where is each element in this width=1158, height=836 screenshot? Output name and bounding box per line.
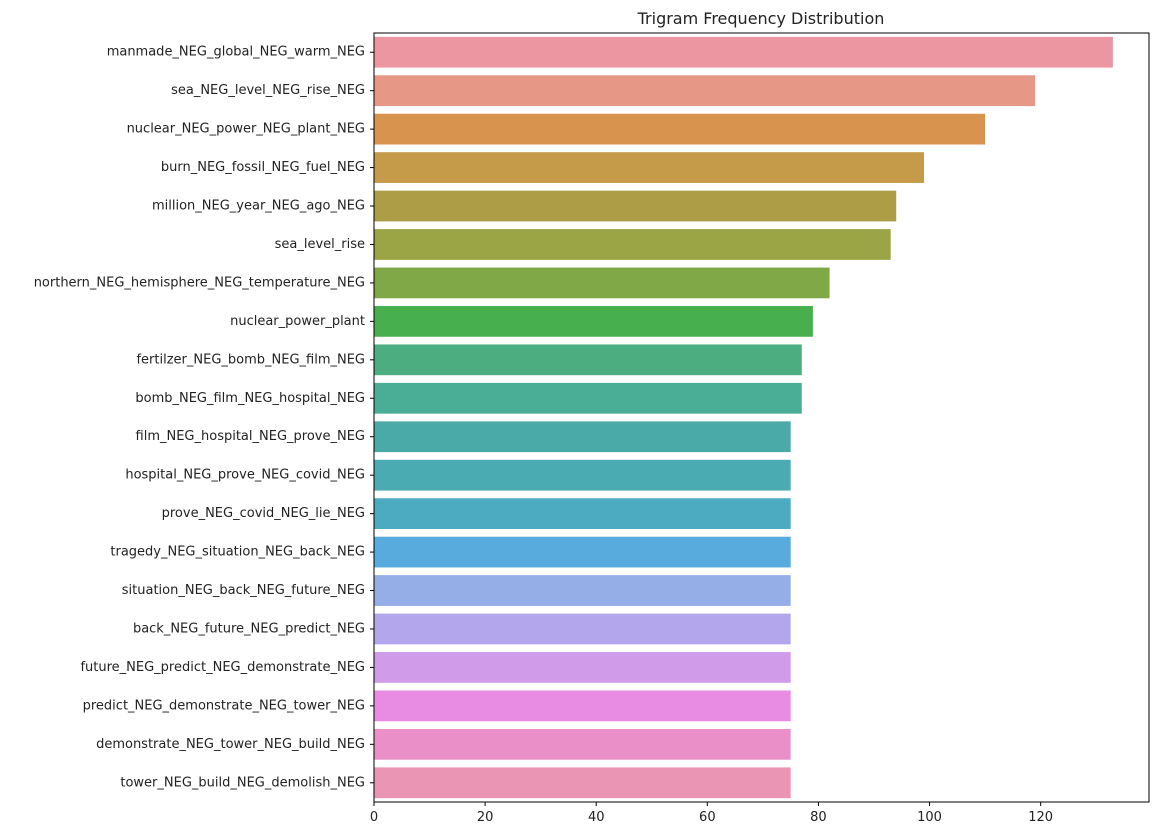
bar (374, 536, 791, 568)
bar (374, 690, 791, 722)
category-label: burn_NEG_fossil_NEG_fuel_NEG (161, 160, 365, 175)
chart-title: Trigram Frequency Distribution (637, 9, 885, 28)
bar (374, 421, 791, 453)
category-label: nuclear_power_plant (230, 314, 365, 329)
bar (374, 459, 791, 491)
category-label: sea_level_rise (275, 237, 365, 252)
x-tick-label: 20 (477, 810, 494, 825)
x-tick-label: 80 (810, 810, 827, 825)
category-label: predict_NEG_demonstrate_NEG_tower_NEG (83, 698, 365, 713)
bar (374, 728, 791, 760)
category-label: film_NEG_hospital_NEG_prove_NEG (136, 429, 365, 444)
category-label: tragedy_NEG_situation_NEG_back_NEG (110, 545, 365, 560)
category-label: fertilzer_NEG_bomb_NEG_film_NEG (136, 352, 365, 367)
bar (374, 613, 791, 645)
category-label: tower_NEG_build_NEG_demolish_NEG (120, 775, 365, 790)
category-label: northern_NEG_hemisphere_NEG_temperature_… (34, 275, 365, 290)
bar (374, 190, 897, 222)
category-label: future_NEG_predict_NEG_demonstrate_NEG (80, 660, 365, 675)
category-labels: manmade_NEG_global_NEG_warm_NEG sea_NEG_l… (34, 45, 374, 790)
x-tick-label: 100 (917, 810, 942, 825)
x-tick-label: 120 (1028, 810, 1053, 825)
category-label: back_NEG_future_NEG_predict_NEG (133, 621, 365, 636)
category-label: hospital_NEG_prove_NEG_covid_NEG (125, 468, 365, 483)
bar (374, 382, 802, 414)
bar (374, 498, 791, 530)
x-tick-label: 0 (370, 810, 378, 825)
bar (374, 344, 802, 376)
bar (374, 229, 891, 260)
category-label: million_NEG_year_NEG_ago_NEG (152, 199, 365, 214)
bar (374, 652, 791, 683)
bar (374, 575, 791, 606)
category-label: situation_NEG_back_NEG_future_NEG (122, 583, 365, 598)
x-tick-label: 40 (588, 810, 605, 825)
category-label: manmade_NEG_global_NEG_warm_NEG (107, 45, 365, 60)
bar (374, 767, 791, 799)
bar (374, 113, 986, 145)
x-axis-ticks: 0 20 40 60 80 100 120 (370, 802, 1053, 825)
bar (374, 152, 924, 183)
x-tick-label: 60 (699, 810, 716, 825)
bar (374, 36, 1113, 68)
category-label: prove_NEG_covid_NEG_lie_NEG (162, 506, 365, 521)
bar (374, 267, 830, 299)
category-label: nuclear_NEG_power_NEG_plant_NEG (127, 122, 365, 137)
bars-group (374, 36, 1113, 799)
category-label: bomb_NEG_film_NEG_hospital_NEG (135, 391, 365, 406)
category-label: sea_NEG_level_NEG_rise_NEG (171, 83, 365, 98)
category-label: demonstrate_NEG_tower_NEG_build_NEG (96, 737, 365, 752)
plot-frame (373, 32, 1150, 803)
bar (374, 306, 813, 337)
bar (374, 75, 1036, 107)
